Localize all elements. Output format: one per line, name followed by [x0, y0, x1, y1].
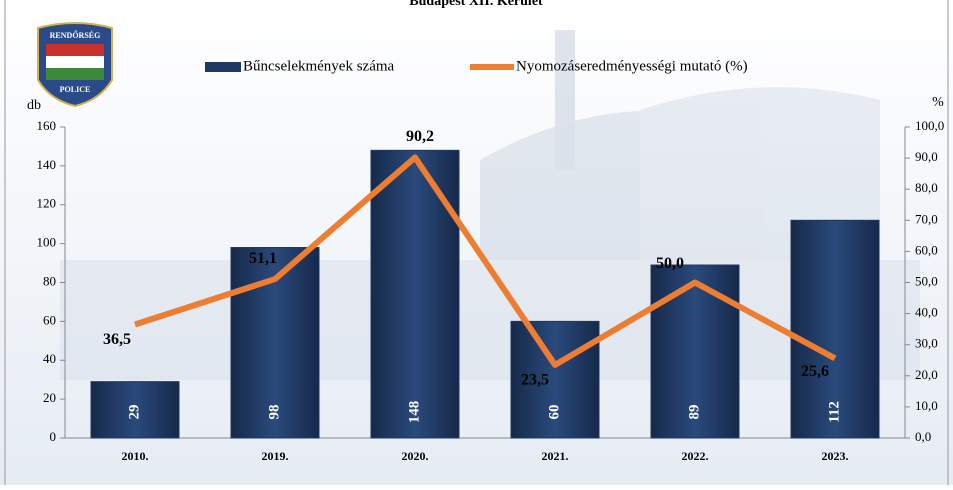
line-value-label: 90,2: [406, 128, 434, 145]
y2-tick-label: 70,0: [915, 211, 938, 226]
y-tick-label: 60: [43, 312, 56, 327]
line-value-label: 36,5: [103, 331, 131, 348]
y2-tick-label: 80,0: [915, 180, 938, 195]
y-tick-label: 120: [37, 196, 57, 211]
line-value-label: 50,0: [656, 255, 684, 272]
x-tick-label: 2010.: [122, 449, 149, 463]
y-tick-label: 20: [43, 390, 56, 405]
legend-swatch: [205, 62, 241, 72]
y-axis-label: db: [27, 98, 41, 113]
bar-value-label: 98: [266, 405, 282, 420]
bar-value-label: 112: [826, 401, 842, 423]
y-tick-label: 140: [37, 157, 57, 172]
chart: RENDŐRSÉG POLICE Budapest XII. Kerület d…: [0, 0, 953, 485]
y2-tick-label: 40,0: [915, 305, 938, 320]
x-tick-label: 2020.: [402, 449, 429, 463]
x-tick-label: 2019.: [262, 449, 289, 463]
line-value-label: 51,1: [249, 250, 277, 267]
legend-label: Nyomozáseredményességi mutató (%): [516, 58, 748, 74]
y2-tick-label: 20,0: [915, 367, 938, 382]
chart-title: Budapest XII. Kerület: [409, 0, 543, 9]
bar-value-label: 60: [546, 405, 562, 420]
legend-label: Bűncselekmények száma: [243, 58, 395, 74]
y-tick-label: 40: [43, 351, 56, 366]
y2-tick-label: 10,0: [915, 398, 938, 413]
logo-text: RENDŐRSÉG: [50, 30, 101, 40]
bar-value-label: 148: [406, 401, 422, 424]
bar-value-label: 89: [686, 405, 702, 420]
bar-value-label: 29: [126, 405, 142, 420]
y-tick-label: 100: [37, 235, 57, 250]
y2-axis-label: %: [932, 95, 944, 110]
y-tick-label: 80: [43, 273, 56, 288]
y2-tick-label: 50,0: [915, 273, 938, 288]
y2-tick-label: 90,0: [915, 149, 938, 164]
logo-text: POLICE: [60, 85, 91, 94]
bar: [371, 150, 459, 438]
logo: RENDŐRSÉG POLICE: [38, 23, 112, 106]
y2-tick-label: 100,0: [915, 118, 944, 133]
y-tick-label: 0: [50, 429, 57, 444]
y2-tick-label: 0,0: [915, 429, 931, 444]
x-tick-label: 2023.: [822, 449, 849, 463]
line-value-label: 23,5: [521, 372, 549, 389]
x-tick-label: 2022.: [682, 449, 709, 463]
line-value-label: 25,6: [801, 363, 829, 380]
y2-tick-label: 60,0: [915, 242, 938, 257]
y2-tick-label: 30,0: [915, 336, 938, 351]
y-tick-label: 160: [37, 118, 57, 133]
x-tick-label: 2021.: [542, 449, 569, 463]
